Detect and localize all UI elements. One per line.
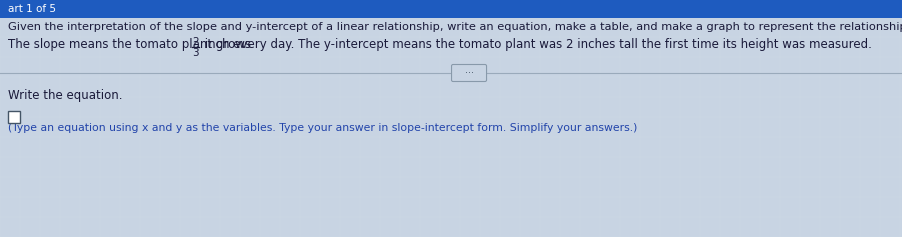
Bar [8, 111, 20, 123]
Text: art 1 of 5: art 1 of 5 [8, 4, 56, 14]
FancyBboxPatch shape [452, 64, 486, 82]
Text: Write the equation.: Write the equation. [8, 89, 123, 102]
Text: 3: 3 [192, 47, 198, 58]
Text: (Type an equation using x and y as the variables. Type your answer in slope-inte: (Type an equation using x and y as the v… [8, 123, 638, 133]
Text: 2: 2 [192, 36, 198, 46]
Text: ···: ··· [465, 68, 474, 78]
Bar [0, 0, 902, 18]
Text: inch every day. The y-intercept means the tomato plant was 2 inches tall the fir: inch every day. The y-intercept means th… [201, 38, 872, 51]
Text: The slope means the tomato plant grows: The slope means the tomato plant grows [8, 38, 254, 51]
Text: Given the interpretation of the slope and y-intercept of a linear relationship, : Given the interpretation of the slope an… [8, 22, 902, 32]
